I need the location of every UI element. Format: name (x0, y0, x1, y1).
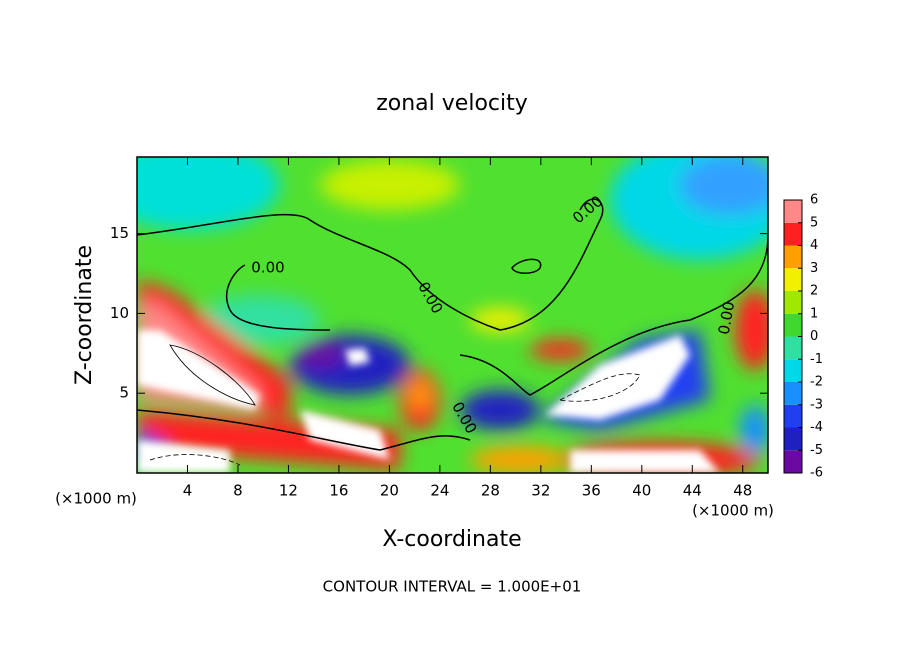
x-tick-label: 16 (329, 482, 348, 500)
x-tick-label: 24 (430, 482, 449, 500)
colorbar-bin (784, 336, 802, 360)
colorbar-bin (784, 291, 802, 314)
x-tick-label: 8 (233, 482, 243, 500)
colorbar-label: -3 (810, 397, 823, 412)
colorbar-bin (784, 200, 802, 223)
colorbar-label: 5 (810, 215, 818, 230)
x-tick-label: 44 (683, 482, 702, 500)
colorbar-bin (784, 359, 802, 382)
x-tick-label: 20 (380, 482, 399, 500)
x-axis-label: X-coordinate (382, 527, 521, 552)
colorbar-label: -2 (810, 375, 823, 390)
colorbar-label: -5 (810, 443, 823, 458)
colorbar-label: 3 (810, 261, 818, 276)
x-tick-label: 12 (279, 482, 298, 500)
colorbar-label: 1 (810, 306, 818, 321)
x-tick-label: 40 (632, 482, 651, 500)
colorbar-label: 4 (810, 238, 818, 253)
colorbar-bin (784, 268, 802, 291)
x-tick-label: 32 (531, 482, 550, 500)
x-tick-label: 36 (582, 482, 601, 500)
field (137, 157, 768, 473)
x-tick-label: 28 (481, 482, 500, 500)
y-tick-label: 5 (119, 384, 129, 402)
chart-title: zonal velocity (376, 91, 528, 116)
colorbar-bin (784, 427, 802, 451)
colorbar-bin (784, 313, 802, 337)
annotation: CONTOUR INTERVAL = 1.000E+01 (323, 578, 582, 596)
y-tick-label: 10 (110, 304, 129, 322)
contour-label: 0.00 (715, 300, 739, 336)
colorbar-label: 6 (810, 193, 818, 208)
y-axis-label: Z-coordinate (72, 245, 97, 385)
y-unit: (×1000 m) (55, 490, 137, 508)
x-tick-label: 48 (733, 482, 752, 500)
y-tick-label: 15 (110, 224, 129, 242)
colorbar-label: 0 (810, 329, 818, 344)
colorbar-bin (784, 450, 802, 473)
contour-label: 0.00 (251, 259, 284, 277)
colorbar-bin (784, 222, 802, 246)
colorbar-bin (784, 382, 802, 405)
x-tick-label: 4 (183, 482, 193, 500)
plot-frame (136, 156, 769, 474)
colorbar-label: -6 (810, 466, 823, 481)
x-unit: (×1000 m) (692, 502, 774, 520)
colorbar-label: 2 (810, 284, 818, 299)
colorbar-bin (784, 404, 802, 428)
colorbar-bin (784, 245, 802, 269)
colorbar-label: -1 (810, 352, 823, 367)
colorbar-label: -4 (810, 420, 823, 435)
